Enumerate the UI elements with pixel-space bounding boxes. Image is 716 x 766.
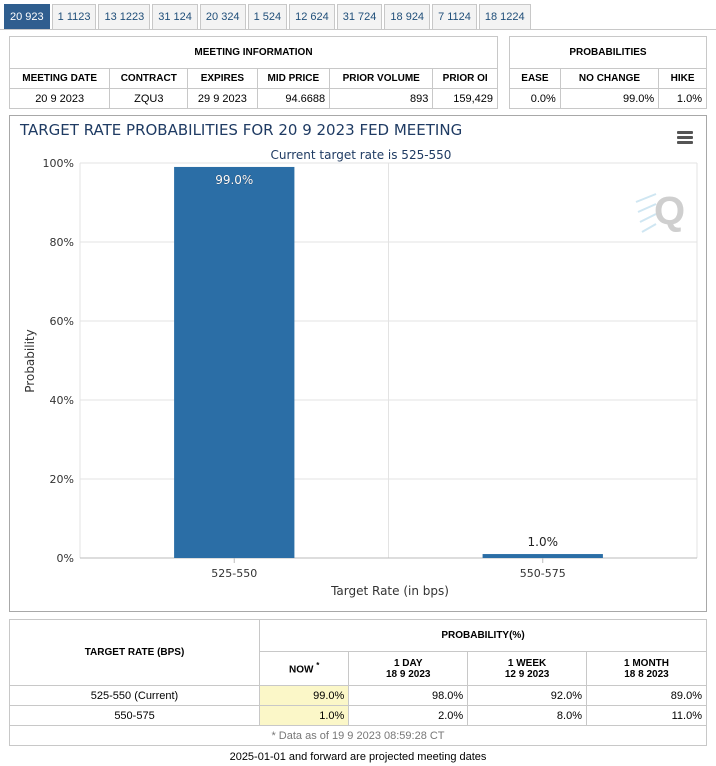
expires-value: 29 9 2023 — [187, 88, 258, 109]
one-week-label: 1 WEEK — [507, 657, 547, 669]
rate-550-575-1day: 2.0% — [348, 705, 469, 726]
mid-price-value: 94.6688 — [256, 88, 331, 109]
tab-18-1224[interactable]: 18 1224 — [478, 4, 531, 30]
y-axis-ticks: 0% 20% 40% 60% 80% 100% — [43, 157, 74, 565]
one-day-label: 1 DAY — [393, 657, 423, 669]
rate-525-550-1week: 92.0% — [467, 685, 587, 706]
tab-13-1223[interactable]: 13 1223 — [98, 4, 151, 30]
prior-oi-value: 159,429 — [432, 88, 498, 109]
no-change-header: NO CHANGE — [559, 68, 660, 89]
rate-525-550-1day: 98.0% — [348, 685, 469, 706]
prior-volume-value: 893 — [329, 88, 434, 109]
now-asterisk: * — [316, 661, 320, 671]
tab-31-124[interactable]: 31 124 — [152, 4, 198, 30]
ease-value: 0.0% — [509, 88, 561, 109]
y-tick-label: 40% — [50, 394, 74, 407]
rate-550-575-label: 550-575 — [9, 705, 260, 726]
tab-1-524[interactable]: 1 524 — [247, 4, 288, 30]
data-label-525-550: 99.0% — [215, 173, 253, 187]
target-rate-table: TARGET RATE (BPS) PROBABILITY(%) NOW * 1… — [9, 619, 707, 746]
rate-550-575-now: 1.0% — [258, 705, 350, 726]
probabilities-table: PROBABILITIES EASE NO CHANGE HIKE 0.0% 9… — [509, 36, 707, 109]
projected-dates-note: 2025-01-01 and forward are projected mee… — [229, 751, 487, 763]
rate-550-575-1week: 8.0% — [467, 705, 587, 726]
data-label-550-575: 1.0% — [528, 535, 559, 549]
bar-550-575 — [482, 554, 603, 558]
tab-12-624[interactable]: 12 624 — [289, 4, 335, 30]
x-tick-label: 525-550 — [211, 567, 257, 580]
prior-oi-header: PRIOR OI — [432, 68, 498, 89]
chart-subtitle: Current target rate is 525-550 — [271, 148, 452, 162]
tab-31-724[interactable]: 31 724 — [336, 4, 383, 30]
one-month-column-header: 1 MONTH 18 8 2023 — [586, 651, 707, 686]
x-axis-ticks: 525-550 550-575 — [211, 558, 566, 580]
tab-18-924[interactable]: 18 924 — [384, 4, 431, 30]
y-tick-label: 60% — [50, 315, 74, 328]
rate-550-575-1month: 11.0% — [586, 705, 707, 726]
one-day-date: 18 9 2023 — [385, 668, 431, 680]
meeting-date-tabs: 20 923 1 1123 13 1223 31 124 20 324 1 52… — [4, 4, 533, 30]
rate-525-550-now: 99.0% — [258, 685, 350, 706]
contract-header: CONTRACT — [109, 68, 189, 89]
hamburger-menu-icon[interactable] — [677, 131, 693, 144]
target-rate-chart: TARGET RATE PROBABILITIES FOR 20 9 2023 … — [9, 115, 707, 612]
probabilities-title: PROBABILITIES — [509, 36, 707, 69]
probability-group-header: PROBABILITY(%) — [259, 619, 707, 652]
table-row: 550-575 1.0% 2.0% 8.0% 11.0% — [9, 705, 707, 726]
one-week-date: 12 9 2023 — [504, 668, 550, 680]
hike-header: HIKE — [658, 68, 707, 89]
tab-1-1123[interactable]: 1 1123 — [51, 4, 97, 30]
table-row: 525-550 (Current) 99.0% 98.0% 92.0% 89.0… — [9, 685, 707, 706]
chart-bars: 99.0% 1.0% — [174, 166, 603, 558]
hike-value: 1.0% — [658, 88, 707, 109]
expires-header: EXPIRES — [187, 68, 258, 89]
y-tick-label: 0% — [57, 552, 74, 565]
tab-7-1124[interactable]: 7 1124 — [432, 4, 477, 30]
y-tick-label: 80% — [50, 236, 74, 249]
tab-20-324[interactable]: 20 324 — [199, 4, 246, 30]
prior-volume-header: PRIOR VOLUME — [329, 68, 434, 89]
one-month-label: 1 MONTH — [624, 657, 669, 669]
one-day-column-header: 1 DAY 18 9 2023 — [348, 651, 469, 686]
target-rate-header: TARGET RATE (BPS) — [9, 619, 260, 686]
tab-20-923[interactable]: 20 923 — [4, 4, 50, 30]
svg-text:Q: Q — [654, 189, 685, 233]
ease-header: EASE — [509, 68, 561, 89]
chart-grid — [79, 162, 698, 559]
mid-price-header: MID PRICE — [256, 68, 331, 89]
chart-title: TARGET RATE PROBABILITIES FOR 20 9 2023 … — [19, 121, 462, 139]
no-change-value: 99.0% — [559, 88, 660, 109]
now-column-header: NOW * — [258, 651, 350, 686]
meeting-date-value: 20 9 2023 — [8, 88, 111, 109]
y-tick-label: 20% — [50, 473, 74, 486]
one-week-column-header: 1 WEEK 12 9 2023 — [467, 651, 587, 686]
bar-525-550 — [174, 166, 295, 558]
contract-value: ZQU3 — [109, 88, 189, 109]
y-axis-label: Probability — [23, 329, 37, 392]
x-tick-label: 550-575 — [520, 567, 566, 580]
now-label: NOW — [288, 664, 314, 676]
rate-525-550-1month: 89.0% — [586, 685, 707, 706]
q-logo-icon: Q — [635, 189, 685, 233]
meeting-information-title: MEETING INFORMATION — [9, 36, 498, 69]
meeting-date-header: MEETING DATE — [8, 68, 111, 89]
one-month-date: 18 8 2023 — [624, 668, 669, 680]
data-timestamp-footnote: * Data as of 19 9 2023 08:59:28 CT — [9, 725, 707, 746]
rate-525-550-label: 525-550 (Current) — [9, 685, 260, 706]
chart-canvas: TARGET RATE PROBABILITIES FOR 20 9 2023 … — [19, 121, 698, 598]
x-axis-label: Target Rate (in bps) — [330, 584, 449, 598]
meeting-information-table: MEETING INFORMATION MEETING DATE CONTRAC… — [8, 36, 498, 109]
tab-divider — [0, 29, 716, 30]
y-tick-label: 100% — [43, 157, 74, 170]
